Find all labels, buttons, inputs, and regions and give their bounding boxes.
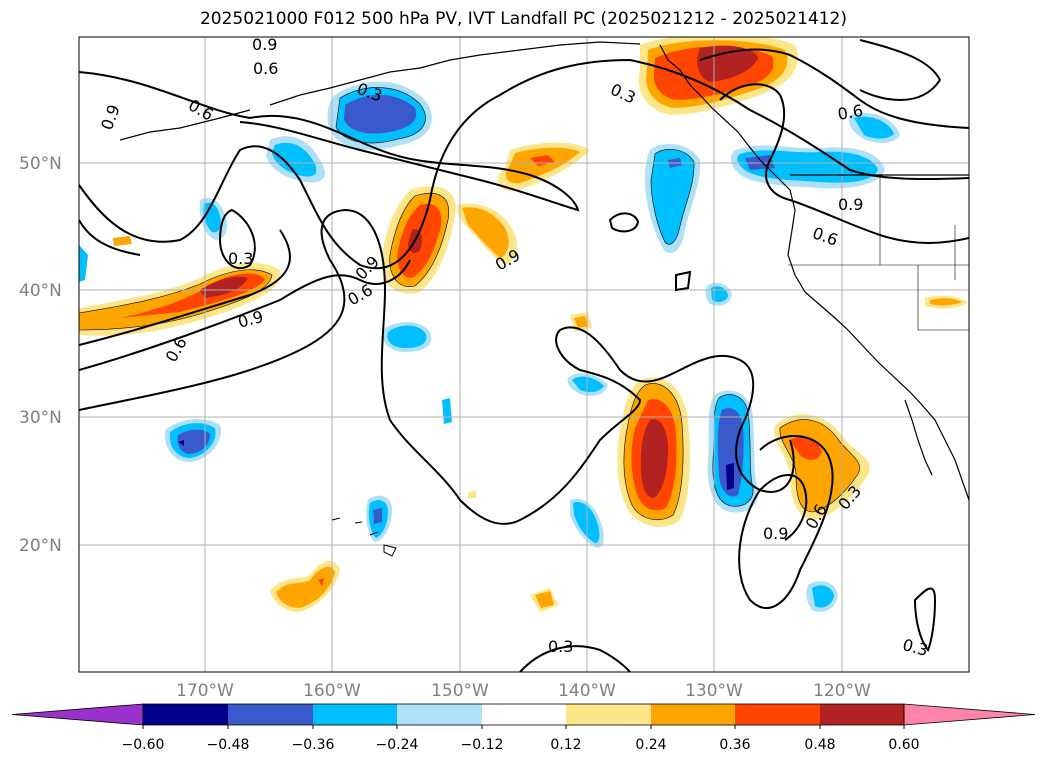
contour-label: 0.6 — [836, 101, 864, 124]
colorbar-tick-label: 0.36 — [719, 737, 750, 753]
pv-contours — [79, 39, 969, 672]
lon-label: 160°W — [303, 681, 361, 701]
colorbar-segment — [651, 704, 735, 725]
lon-label: 170°W — [176, 681, 234, 701]
colorbar-extend-negative — [11, 703, 144, 726]
positive-small-1 — [113, 236, 132, 246]
latitude-labels: 50°N 40°N 30°N 20°N — [19, 154, 62, 556]
contour-label: 0.6 — [253, 59, 278, 78]
colorbar-segment — [143, 704, 228, 725]
contour-03-south — [519, 645, 631, 672]
colorbar-tick-label: −0.36 — [292, 737, 335, 753]
map-panel: 0.9 0.6 0.6 0.9 0.3 0.3 0.6 0.9 0.6 0.3 … — [79, 35, 969, 672]
lat-label: 50°N — [19, 154, 62, 174]
contour-southeast — [738, 435, 834, 610]
colorbar-tick-label: −0.60 — [122, 737, 165, 753]
lat-label: 40°N — [19, 281, 62, 301]
contour-06-mid — [79, 259, 411, 371]
positive-band-west-peak — [200, 276, 248, 298]
colorbar-tick-label: −0.24 — [376, 737, 419, 753]
hawaii-islands — [331, 517, 397, 557]
colorbar-segment — [313, 704, 397, 725]
graticule — [79, 37, 969, 672]
contour-09-mid — [79, 229, 291, 346]
lon-label: 150°W — [431, 681, 489, 701]
coastlines — [119, 41, 969, 557]
colorbar-segment — [482, 704, 566, 725]
colorbar-tick-label: 0.60 — [888, 737, 919, 753]
lat-label: 30°N — [19, 408, 62, 428]
colorbar-tick-label: 0.12 — [550, 737, 581, 753]
lon-label: 120°W — [813, 681, 871, 701]
colorbar: −0.60 −0.48 −0.36 −0.24 −0.12 0.12 0.24 … — [11, 703, 1036, 753]
contour-pnw — [699, 48, 969, 129]
colorbar-segment — [397, 704, 482, 725]
colorbar-tick-label: −0.48 — [207, 737, 250, 753]
contour-label: 0.9 — [252, 35, 277, 54]
colorbar-segment — [228, 704, 313, 725]
colorbar-segment — [566, 704, 651, 725]
colorbar-segment — [820, 704, 904, 725]
contour-label: 0.3 — [548, 637, 573, 656]
lon-label: 130°W — [685, 681, 743, 701]
colorbar-tick-label: 0.24 — [635, 737, 666, 753]
contour-06-north — [79, 71, 580, 212]
negative-edge-west — [79, 245, 88, 282]
colorbar-tick-label: −0.12 — [461, 737, 504, 753]
colorbar-extend-positive — [903, 703, 1036, 726]
colorbar-tick-label: 0.48 — [804, 737, 835, 753]
border-states — [788, 175, 969, 331]
contour-label: 0.9 — [763, 524, 788, 543]
longitude-labels: 170°W 160°W 150°W 140°W 130°W 120°W — [176, 681, 871, 701]
contour-09-outer — [79, 208, 795, 525]
lon-label: 140°W — [558, 681, 616, 701]
contour-label: 0.3 — [228, 249, 253, 268]
map-title: 2025021000 F012 500 hPa PV, IVT Landfall… — [199, 9, 847, 29]
contour-03-ring — [218, 208, 256, 270]
contour-label: 0.9 — [838, 195, 863, 214]
lat-label: 20°N — [19, 536, 62, 556]
colorbar-segment — [735, 704, 820, 725]
contour-09-north — [79, 58, 969, 270]
alaska-coast — [269, 41, 641, 106]
map-frame — [78, 36, 970, 673]
